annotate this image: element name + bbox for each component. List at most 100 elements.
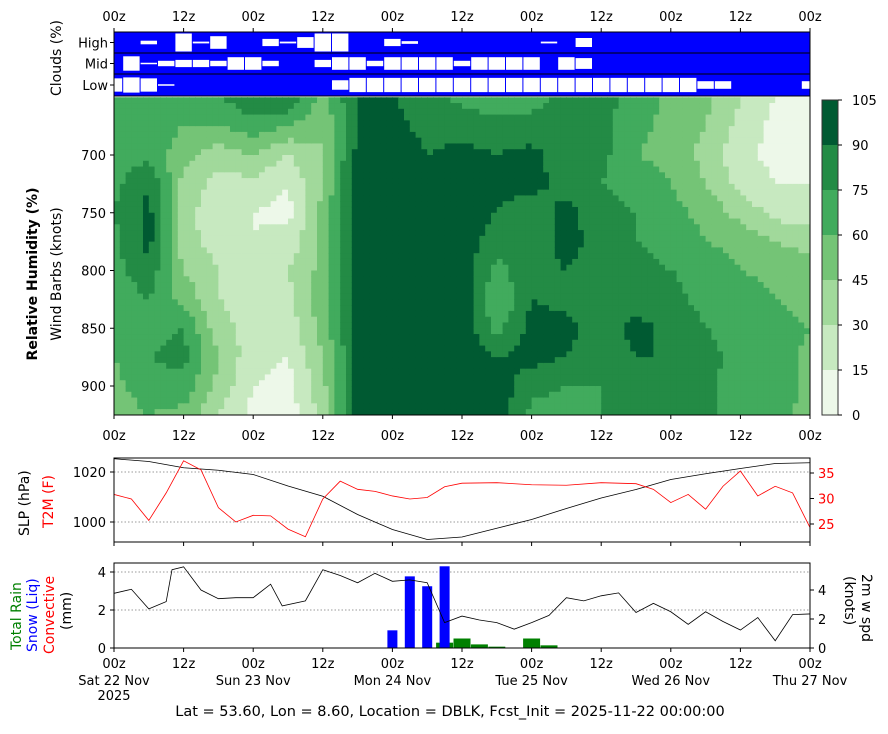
rh-cell: [224, 132, 230, 138]
rh-cell: [340, 322, 346, 328]
rh-cell: [410, 236, 416, 242]
rh-cell: [456, 138, 462, 144]
rh-cell: [265, 253, 271, 259]
rh-cell: [149, 172, 155, 178]
rh-cell: [532, 213, 538, 219]
rh-cell: [590, 195, 596, 201]
rh-cell: [242, 276, 248, 282]
rh-cell: [276, 369, 282, 375]
rh-cell: [416, 195, 422, 201]
rh-cell: [532, 346, 538, 352]
rh-cell: [462, 288, 468, 294]
rh-cell: [189, 190, 195, 196]
rh-cell: [404, 143, 410, 149]
rh-cell: [131, 236, 137, 242]
rh-cell: [259, 282, 265, 288]
rh-cell: [207, 363, 213, 369]
rh-cell: [479, 322, 485, 328]
rh-cell: [265, 195, 271, 201]
rh-cell: [311, 247, 317, 253]
rh-cell: [485, 398, 491, 404]
rh-cell: [387, 340, 393, 346]
rh-cell: [218, 224, 224, 230]
rh-cell: [433, 403, 439, 409]
rh-cell: [242, 161, 248, 167]
rh-cell: [207, 346, 213, 352]
rh-cell: [549, 294, 555, 300]
rh-cell: [387, 288, 393, 294]
rh-cell: [352, 172, 358, 178]
rh-cell: [230, 109, 236, 115]
rh-cell: [340, 207, 346, 213]
rh-cell: [271, 374, 277, 380]
rh-cell: [149, 334, 155, 340]
rh-cell: [601, 346, 607, 352]
rh-cell: [329, 132, 335, 138]
rh-cell: [433, 219, 439, 225]
rh-cell: [160, 351, 166, 357]
rh-cell: [242, 138, 248, 144]
rh-cell: [450, 299, 456, 305]
rh-cell: [143, 403, 149, 409]
rh-cell: [329, 305, 335, 311]
rh-cell: [369, 184, 375, 190]
rh-cell: [213, 253, 219, 259]
rh-cell: [398, 103, 404, 109]
rh-cell: [543, 219, 549, 225]
rh-cell: [358, 224, 364, 230]
rh-cell: [230, 409, 236, 415]
rh-cell: [601, 149, 607, 155]
rh-cell: [601, 294, 607, 300]
rh-cell: [613, 271, 619, 277]
rh-cell: [218, 149, 224, 155]
rh-cell: [503, 109, 509, 115]
rh-cell: [607, 247, 613, 253]
rh-cell: [201, 109, 207, 115]
rh-cell: [520, 363, 526, 369]
rh-cell: [619, 322, 625, 328]
rh-cell: [561, 120, 567, 126]
rh-cell: [143, 143, 149, 149]
rh-cell: [300, 103, 306, 109]
rh-cell: [416, 242, 422, 248]
rh-cell: [613, 207, 619, 213]
rh-cell: [479, 109, 485, 115]
rh-cell: [247, 103, 253, 109]
rh-cell: [572, 299, 578, 305]
rh-cell: [532, 143, 538, 149]
rh-cell: [514, 334, 520, 340]
rh-cell: [555, 97, 561, 103]
rh-cell: [265, 120, 271, 126]
rh-cell: [201, 363, 207, 369]
rh-cell: [584, 97, 590, 103]
rh-cell: [259, 109, 265, 115]
rh-cell: [543, 132, 549, 138]
rh-cell: [607, 207, 613, 213]
rh-cell: [601, 265, 607, 271]
rh-cell: [346, 184, 352, 190]
rh-cell: [497, 184, 503, 190]
rh-cell: [561, 213, 567, 219]
rh-cell: [126, 167, 132, 173]
rh-cell: [323, 172, 329, 178]
rh-cell: [387, 213, 393, 219]
rh-cell: [126, 143, 132, 149]
rh-cell: [456, 201, 462, 207]
cloud-box-high: [175, 34, 191, 52]
rh-cell: [439, 288, 445, 294]
rh-cell: [462, 143, 468, 149]
rh-cell: [300, 369, 306, 375]
rh-cell: [178, 207, 184, 213]
rh-cell: [131, 115, 137, 121]
rh-cell: [398, 294, 404, 300]
rh-cell: [381, 328, 387, 334]
rh-cell: [474, 351, 480, 357]
rh-cell: [572, 184, 578, 190]
rh-cell: [387, 207, 393, 213]
rh-cell: [149, 259, 155, 265]
rh-cell: [334, 190, 340, 196]
rh-cell: [300, 149, 306, 155]
rh-cell: [126, 351, 132, 357]
rh-cell: [601, 213, 607, 219]
rh-cell: [282, 195, 288, 201]
